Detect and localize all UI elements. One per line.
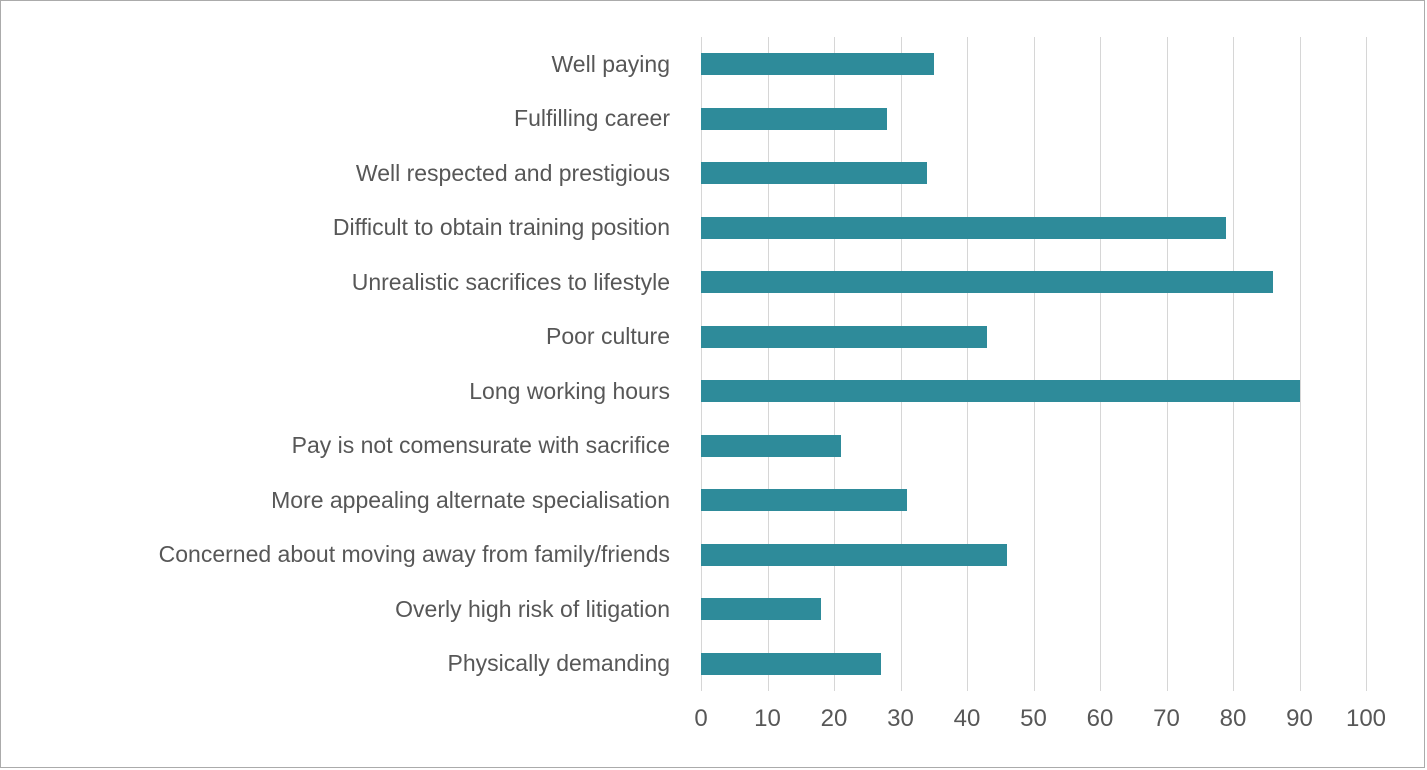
bar: [701, 271, 1273, 294]
bar-row: [701, 528, 1366, 583]
gridline: [701, 37, 702, 691]
bar-row: [701, 255, 1366, 310]
category-label: Concerned about moving away from family/…: [158, 541, 670, 568]
category-label: Long working hours: [469, 377, 670, 404]
bar-row: [701, 473, 1366, 528]
gridline: [767, 37, 769, 691]
bar: [701, 325, 987, 348]
x-tick-label: 100: [1345, 705, 1387, 732]
gridline: [967, 37, 968, 691]
category-axis-labels: Well paying Fulfilling career Well respect…: [1, 37, 686, 691]
category-label: Pay is not comensurate with sacrifice: [291, 432, 670, 459]
x-tick-label: 80: [1219, 705, 1247, 732]
x-tick-label: 70: [1153, 705, 1180, 732]
x-tick-label: 40: [953, 705, 981, 732]
x-axis-tick-labels: 0 10 20 30 40 50 60 70 80 90 100: [694, 705, 1386, 741]
category-label: Fulfilling career: [514, 105, 670, 132]
bar-row: [701, 310, 1366, 365]
bar-row: [701, 582, 1366, 637]
gridline: [1033, 37, 1035, 691]
category-label: Physically demanding: [447, 650, 670, 677]
gridline: [1100, 37, 1101, 691]
category-label: Unrealistic sacrifices to lifestyle: [351, 268, 670, 295]
bar-row: [701, 364, 1366, 419]
bar-row: [701, 637, 1366, 692]
x-tick-label: 0: [694, 705, 708, 732]
gridline: [834, 37, 835, 691]
bar-series: [701, 37, 1366, 691]
category-label: Difficult to obtain training position: [332, 214, 670, 241]
gridline: [1299, 37, 1301, 691]
bar: [701, 53, 934, 76]
gridline: [1166, 37, 1168, 691]
x-tick-label: 90: [1286, 705, 1313, 732]
bar: [701, 489, 908, 512]
bar: [701, 380, 1300, 403]
gridline: [1233, 37, 1234, 691]
bar-row: [701, 201, 1366, 256]
gridline: [1366, 37, 1367, 691]
bar-row: [701, 37, 1366, 92]
category-label: More appealing alternate specialisation: [271, 486, 670, 513]
category-label: Well respected and prestigious: [355, 159, 670, 186]
bar: [701, 162, 928, 185]
category-label: Overly high risk of litigation: [395, 595, 670, 622]
bar-row: [701, 146, 1366, 201]
bar: [701, 598, 821, 621]
gridline: [900, 37, 902, 691]
x-tick-label: 30: [887, 705, 914, 732]
x-tick-label: 10: [754, 705, 781, 732]
bar: [701, 216, 1227, 239]
x-tick-label: 50: [1020, 705, 1047, 732]
category-label: Poor culture: [545, 323, 670, 350]
bar: [701, 107, 888, 130]
bar-row: [701, 92, 1366, 147]
bar: [701, 652, 881, 675]
x-tick-label: 60: [1086, 705, 1114, 732]
plot-area: [701, 37, 1367, 691]
bar-row: [701, 419, 1366, 474]
bar: [701, 543, 1007, 566]
x-tick-label: 20: [820, 705, 848, 732]
bar: [701, 434, 841, 457]
category-label: Well paying: [551, 50, 670, 77]
